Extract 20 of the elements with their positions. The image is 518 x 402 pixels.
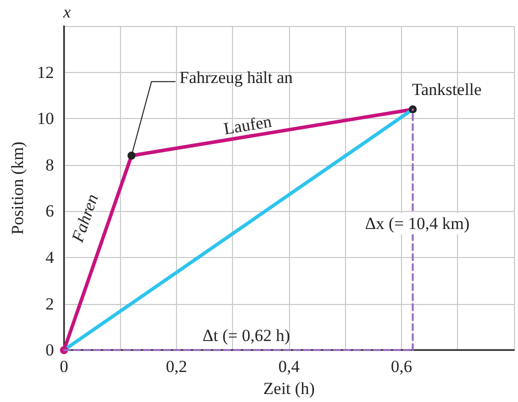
annotation: Δx (= 10,4 km) bbox=[364, 214, 470, 234]
y-axis-title: Position (km) bbox=[8, 142, 27, 235]
y-tick-label: 6 bbox=[46, 202, 54, 221]
annotation: Δt (= 0,62 h) bbox=[202, 326, 290, 346]
annotation: Tankstelle bbox=[412, 80, 482, 99]
x-axis-title: Zeit (h) bbox=[263, 379, 315, 398]
x-tick-label: 0,4 bbox=[278, 357, 300, 376]
y-tick-label: 8 bbox=[46, 155, 54, 174]
text: x bbox=[62, 2, 72, 22]
y-tick-label: 2 bbox=[46, 294, 54, 314]
annotation: Fahrzeug hält an bbox=[180, 68, 294, 88]
y-tick-label: 12 bbox=[37, 62, 54, 82]
x-tick-label: 0 bbox=[60, 357, 68, 376]
x-tick-label: 0,2 bbox=[166, 357, 188, 376]
y-tick-label: 10 bbox=[37, 109, 54, 128]
y-tick-label: 0 bbox=[46, 340, 54, 360]
x-tick-label: 0,6 bbox=[390, 357, 412, 376]
annotation: Fahren bbox=[68, 192, 102, 246]
annotation: Laufen bbox=[222, 112, 274, 138]
y-tick-label: 4 bbox=[46, 248, 54, 267]
